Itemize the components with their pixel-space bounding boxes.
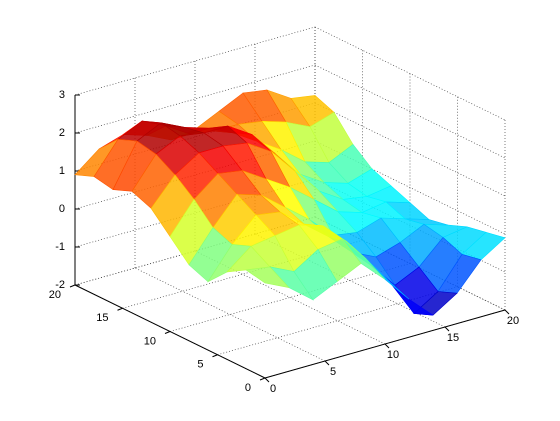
z-tick-label: -2 [55,279,65,291]
mesh-cell [245,266,290,289]
z-tick-label: -1 [55,241,65,253]
y-tick-label: 5 [197,359,203,371]
grid-line [314,64,506,159]
grid-line [194,250,386,345]
x-tick-label: 15 [447,332,459,344]
y-tick [69,284,76,288]
z-tick-label: 1 [59,165,65,177]
y-tick [212,354,218,358]
z-tick-label: 2 [59,127,65,139]
y-tick [164,331,171,334]
y-tick-label: 10 [144,335,156,347]
y-tick [259,377,266,381]
grid-line [314,102,506,197]
z-tick-label: 0 [59,203,65,215]
x-tick [264,377,270,383]
y-tick [117,307,123,311]
grid-line [314,140,506,235]
x-tick-label: 20 [507,315,519,327]
x-tick [444,326,450,332]
grid-line [169,263,411,332]
grid-line [314,26,506,121]
y-tick-label: 15 [96,312,108,324]
x-tick [324,360,330,366]
grid-line [74,64,316,134]
x-tick-label: 5 [330,366,336,378]
x-tick [384,343,390,349]
x-tick-label: 10 [387,349,399,361]
x-tick-label: 0 [270,383,276,395]
grid-line [254,233,446,328]
y-tick-label: 0 [245,382,251,394]
x-tick [504,309,510,315]
grid-line [74,26,316,96]
y-tick-label: 20 [49,289,61,301]
z-tick-label: 3 [59,89,65,101]
grid-line [134,267,326,362]
